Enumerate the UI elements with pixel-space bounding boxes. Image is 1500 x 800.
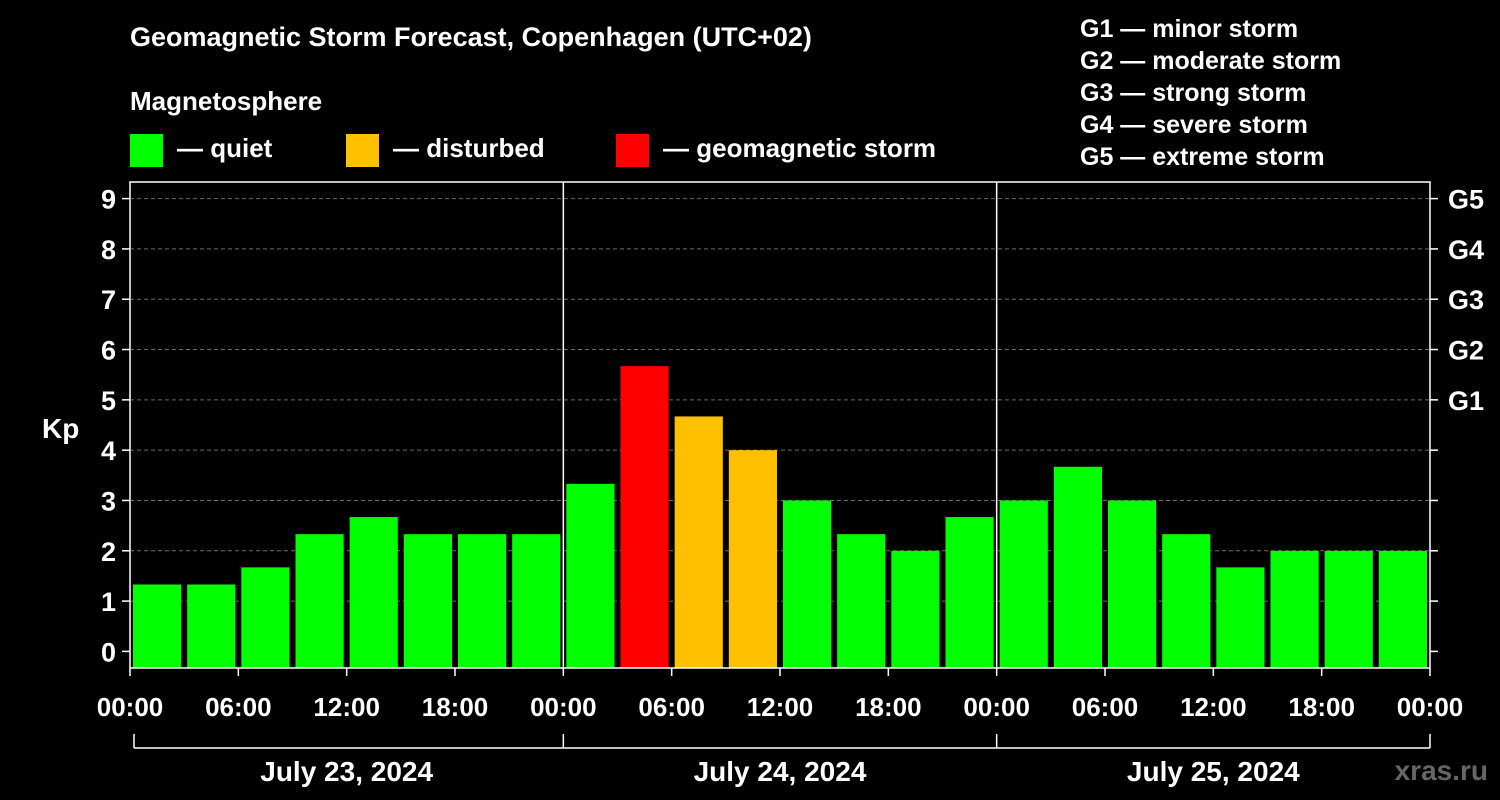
magnetosphere-legend-title: Magnetosphere [130,86,323,116]
kp-bar [241,567,290,668]
g-tick-label: G2 [1448,336,1484,366]
g-scale-g2: G2 — moderate storm [1080,47,1342,75]
kp-bar [1162,534,1211,668]
legend-label-disturbed: — disturbed [393,133,545,163]
x-tick-label: 18:00 [855,692,922,722]
x-tick-label: 12:00 [313,692,380,722]
kp-bar [566,483,615,668]
legend-swatch-disturbed [346,134,379,167]
kp-bar [458,534,507,668]
kp-bar [837,534,886,668]
kp-bar [728,450,777,668]
date-label: July 24, 2024 [694,756,867,787]
kp-bar [1378,550,1427,668]
g-tick-label: G4 [1448,235,1484,265]
x-tick-label: 00:00 [530,692,597,722]
kp-bar [620,366,669,668]
kp-bar [945,517,994,668]
legend-label-storm: — geomagnetic storm [663,133,937,163]
y-tick-label: 1 [101,587,116,617]
legend-swatch-quiet [130,134,163,167]
kp-bar [1053,466,1102,668]
kp-bar [403,534,452,668]
kp-bar [187,584,236,668]
g-tick-label: G5 [1448,185,1484,215]
y-tick-label: 5 [101,386,116,416]
kp-bar [1433,534,1481,668]
legend-label-quiet: — quiet [177,133,273,163]
y-tick-label: 7 [101,285,116,315]
y-tick-label: 4 [101,436,116,466]
y-tick-label: 3 [101,486,116,516]
y-tick-label: 2 [101,537,116,567]
x-tick-label: 06:00 [205,692,272,722]
x-tick-label: 06:00 [1072,692,1139,722]
kp-bar [1108,500,1157,668]
kp-bar [783,500,832,668]
kp-bar [1270,550,1319,668]
x-tick-label: 00:00 [1397,692,1464,722]
kp-bar [999,500,1048,668]
y-tick-label: 8 [101,235,116,265]
g-scale-g5: G5 — extreme storm [1080,143,1325,171]
x-tick-label: 06:00 [638,692,705,722]
kp-bar [295,534,344,668]
g-scale-g3: G3 — strong storm [1080,79,1307,107]
g-scale-g4: G4 — severe storm [1080,111,1308,139]
g-tick-label: G1 [1448,386,1484,416]
date-label: July 23, 2024 [260,756,433,787]
y-tick-label: 9 [101,185,116,215]
watermark: xras.ru [1394,755,1488,786]
kp-bar [133,584,182,668]
x-tick-label: 00:00 [963,692,1030,722]
y-axis-label: Kp [42,413,79,444]
chart-title: Geomagnetic Storm Forecast, Copenhagen (… [130,22,812,52]
date-label: July 25, 2024 [1127,756,1300,787]
g-scale-g1: G1 — minor storm [1080,15,1299,43]
g-tick-label: G3 [1448,285,1484,315]
x-tick-label: 12:00 [747,692,814,722]
x-tick-label: 18:00 [422,692,489,722]
x-tick-label: 00:00 [97,692,164,722]
kp-bar [1324,550,1373,668]
kp-bar [349,517,398,668]
kp-bar [512,534,561,668]
x-tick-label: 12:00 [1180,692,1247,722]
x-tick-label: 18:00 [1288,692,1355,722]
kp-bar [1216,567,1265,668]
kp-bar [891,550,940,668]
kp-bar [674,416,723,668]
y-tick-label: 6 [101,336,116,366]
legend-swatch-storm [616,134,649,167]
y-tick-label: 0 [101,637,116,667]
